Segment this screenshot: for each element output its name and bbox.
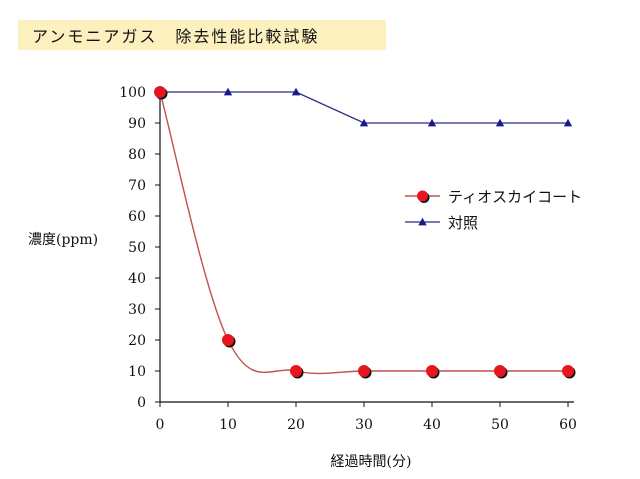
y-tick-label: 40 <box>128 271 146 287</box>
x-tick-label: 40 <box>423 417 441 433</box>
series-tio-point <box>222 334 234 346</box>
series-tio-point <box>358 365 370 377</box>
y-tick-label: 90 <box>128 116 146 132</box>
series-control-line <box>160 91 568 124</box>
series-control-point <box>291 87 301 96</box>
x-tick-label: 10 <box>219 417 237 433</box>
legend-control-label: 対照 <box>448 214 478 232</box>
legend-control-marker <box>418 217 427 226</box>
chart-title: アンモニアガス 除去性能比較試験 <box>32 27 320 46</box>
x-tick-label: 20 <box>287 417 305 433</box>
chart-title-banner: アンモニアガス 除去性能比較試験 <box>18 20 386 50</box>
y-tick-label: 20 <box>128 333 146 349</box>
y-tick-label: 100 <box>119 85 146 101</box>
series-control-point <box>495 118 505 127</box>
series-tio-line <box>159 91 568 375</box>
legend-tio-label: ティオスカイコート <box>448 188 582 206</box>
y-axis-label: 濃度(ppm) <box>28 232 98 248</box>
series-tio-point <box>154 86 166 98</box>
x-tick-label: 0 <box>156 417 165 433</box>
y-tick-label: 30 <box>128 302 146 318</box>
series-tio-point <box>562 365 574 377</box>
series-control-point <box>563 118 573 127</box>
series-tio-point <box>494 365 506 377</box>
y-tick-label: 50 <box>128 240 146 256</box>
x-tick-label: 50 <box>491 417 509 433</box>
legend-tio-marker <box>417 190 428 202</box>
y-tick-label: 70 <box>128 178 146 194</box>
series-control-point <box>427 118 437 127</box>
y-tick-label: 80 <box>128 147 146 163</box>
series-control-point <box>223 87 233 96</box>
y-tick-label: 60 <box>128 209 146 225</box>
series-tio-point <box>290 365 302 377</box>
series-control-point <box>359 118 369 127</box>
x-axis-label: 経過時間(分) <box>331 454 412 470</box>
x-tick-label: 60 <box>559 417 577 433</box>
series-tio-point <box>426 365 438 377</box>
x-tick-label: 30 <box>355 417 373 433</box>
y-tick-label: 0 <box>137 395 146 411</box>
y-tick-label: 10 <box>128 364 146 380</box>
